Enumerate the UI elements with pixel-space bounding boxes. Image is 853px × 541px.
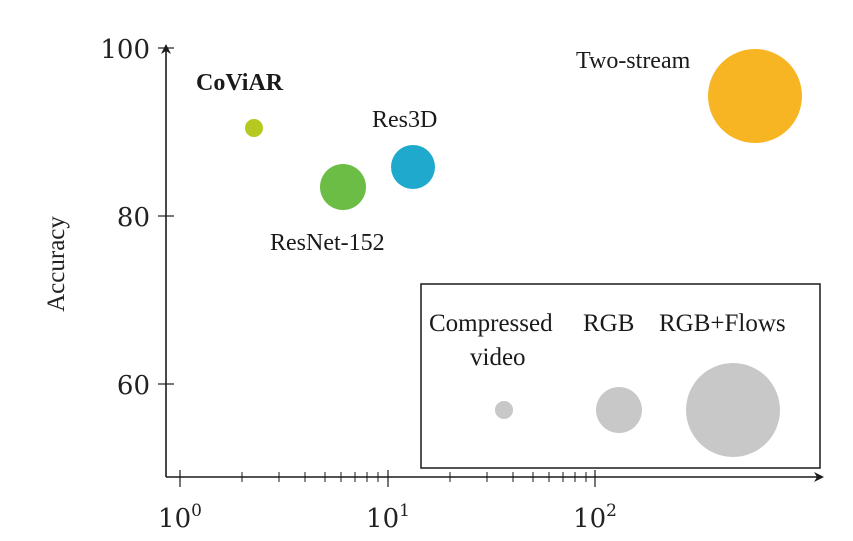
label-coviar: CoViAR <box>196 70 284 96</box>
y-tick-label-100: 100 <box>100 35 150 65</box>
label-two-stream: Two-stream <box>576 48 691 74</box>
x-minor-ticks <box>241 472 587 482</box>
legend-bubble-compressed-video <box>495 401 513 419</box>
legend-bubble-rgbflows <box>686 363 780 457</box>
legend-label-rgb: RGB <box>583 310 634 337</box>
bubble-res3d <box>391 145 435 189</box>
legend-bubble-rgb <box>596 387 642 433</box>
bubble-resnet-152 <box>320 164 366 210</box>
x-tick-label-100: 102 <box>573 501 617 534</box>
x-tick-label-10: 101 <box>366 501 410 534</box>
legend-label-video: video <box>470 344 526 371</box>
label-res3d: Res3D <box>372 107 437 133</box>
legend-label-compressed: Compressed <box>429 310 553 337</box>
bubble-coviar <box>245 119 263 137</box>
label-resnet-152: ResNet-152 <box>270 230 385 256</box>
bubble-two-stream <box>708 49 802 143</box>
legend: Compressed video RGB RGB+Flows <box>420 283 821 469</box>
y-axis-title: Accuracy <box>43 216 70 312</box>
x-tick-label-1: 100 <box>158 501 202 534</box>
y-tick-label-60: 60 <box>117 371 150 401</box>
axes <box>158 44 824 487</box>
data-points <box>245 49 802 210</box>
legend-label-rgbflows: RGB+Flows <box>659 310 786 337</box>
y-tick-label-80: 80 <box>117 203 150 233</box>
